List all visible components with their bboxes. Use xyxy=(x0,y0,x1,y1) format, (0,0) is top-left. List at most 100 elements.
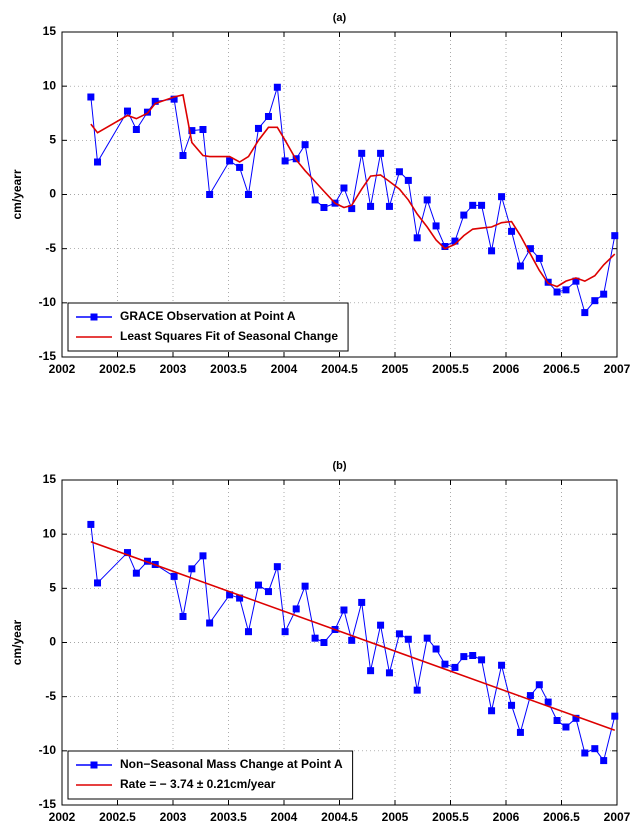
marker xyxy=(199,552,207,560)
marker xyxy=(600,757,608,765)
marker xyxy=(423,196,431,204)
y-axis-label: cm/year xyxy=(10,619,24,665)
y-tick-label: -5 xyxy=(45,689,56,703)
x-tick-label: 2002.5 xyxy=(99,810,136,824)
marker xyxy=(179,152,187,159)
y-tick-label: 15 xyxy=(43,24,57,38)
marker xyxy=(199,126,207,133)
marker xyxy=(320,639,328,646)
marker xyxy=(377,149,385,157)
x-tick-label: 2004 xyxy=(271,362,298,376)
marker xyxy=(94,579,102,587)
legend-box xyxy=(67,302,349,352)
marker xyxy=(179,613,187,620)
marker xyxy=(572,277,580,285)
y-tick-label: 0 xyxy=(49,635,56,649)
marker xyxy=(301,141,309,149)
marker xyxy=(385,202,393,210)
y-tick-label: -5 xyxy=(45,241,56,255)
marker xyxy=(340,184,348,192)
marker xyxy=(562,286,570,294)
y-tick-label: 5 xyxy=(49,581,56,595)
marker xyxy=(469,201,477,209)
marker xyxy=(441,243,449,250)
y-tick-label: 10 xyxy=(43,526,57,540)
x-tick-label: 2006 xyxy=(493,810,520,824)
marker xyxy=(311,634,319,642)
y-tick-label: -10 xyxy=(39,295,57,309)
marker xyxy=(311,196,319,204)
marker xyxy=(367,202,375,210)
x-tick-label: 2007 xyxy=(604,810,631,824)
marker xyxy=(170,95,178,103)
series-line xyxy=(90,540,616,732)
marker xyxy=(244,191,252,198)
marker xyxy=(432,645,440,653)
legend-box xyxy=(67,750,354,800)
marker xyxy=(600,290,608,298)
marker xyxy=(404,176,412,184)
legend-label: Least Squares Fit of Seasonal Change xyxy=(120,329,338,343)
marker xyxy=(423,634,431,642)
marker xyxy=(244,628,252,636)
marker xyxy=(170,572,178,580)
marker xyxy=(206,619,214,627)
marker xyxy=(188,127,196,135)
marker xyxy=(508,701,516,709)
x-tick-label: 2002 xyxy=(49,810,76,824)
marker xyxy=(236,594,244,602)
legend: GRACE Observation at Point A Least Square… xyxy=(67,302,349,352)
marker xyxy=(273,563,281,571)
marker xyxy=(508,227,516,235)
x-tick-label: 2005 xyxy=(382,362,409,376)
marker xyxy=(562,723,570,731)
marker xyxy=(413,234,421,242)
marker xyxy=(206,191,214,198)
legend-label: Rate = − 3.74 ± 0.21cm/year xyxy=(120,777,276,791)
marker xyxy=(281,157,289,165)
marker xyxy=(254,124,262,132)
chart-title: (b) xyxy=(332,460,346,472)
marker xyxy=(254,581,262,589)
x-tick-label: 2002.5 xyxy=(99,362,136,376)
x-tick-label: 2006 xyxy=(493,362,520,376)
marker xyxy=(395,168,403,176)
x-tick-label: 2003 xyxy=(160,362,187,376)
marker xyxy=(611,712,619,720)
y-tick-label: 0 xyxy=(49,187,56,201)
marker xyxy=(591,297,599,305)
legend-label: Non−Seasonal Mass Change at Point A xyxy=(120,757,343,771)
marker xyxy=(478,656,486,664)
y-tick-label: -15 xyxy=(39,349,57,363)
marker xyxy=(188,565,196,573)
marker xyxy=(553,288,561,296)
marker xyxy=(151,97,159,105)
marker xyxy=(132,569,140,577)
marker xyxy=(281,628,289,636)
marker xyxy=(132,126,140,133)
marker xyxy=(377,621,385,629)
marker xyxy=(451,237,459,245)
marker xyxy=(488,247,496,255)
y-tick-label: -10 xyxy=(39,743,57,757)
marker xyxy=(460,653,468,661)
marker xyxy=(432,222,440,230)
marker xyxy=(123,107,131,115)
marker xyxy=(301,582,309,590)
marker xyxy=(516,728,524,736)
marker xyxy=(87,93,95,101)
x-tick-label: 2007 xyxy=(604,362,631,376)
x-tick-label: 2003 xyxy=(160,810,187,824)
marker xyxy=(469,652,477,659)
marker xyxy=(498,661,506,669)
x-tick-label: 2006.5 xyxy=(543,362,580,376)
marker xyxy=(581,749,589,757)
marker xyxy=(264,588,272,596)
marker xyxy=(516,262,524,270)
x-tick-label: 2003.5 xyxy=(210,810,247,824)
marker xyxy=(226,157,234,165)
marker xyxy=(591,745,599,753)
x-tick-label: 2005 xyxy=(382,810,409,824)
